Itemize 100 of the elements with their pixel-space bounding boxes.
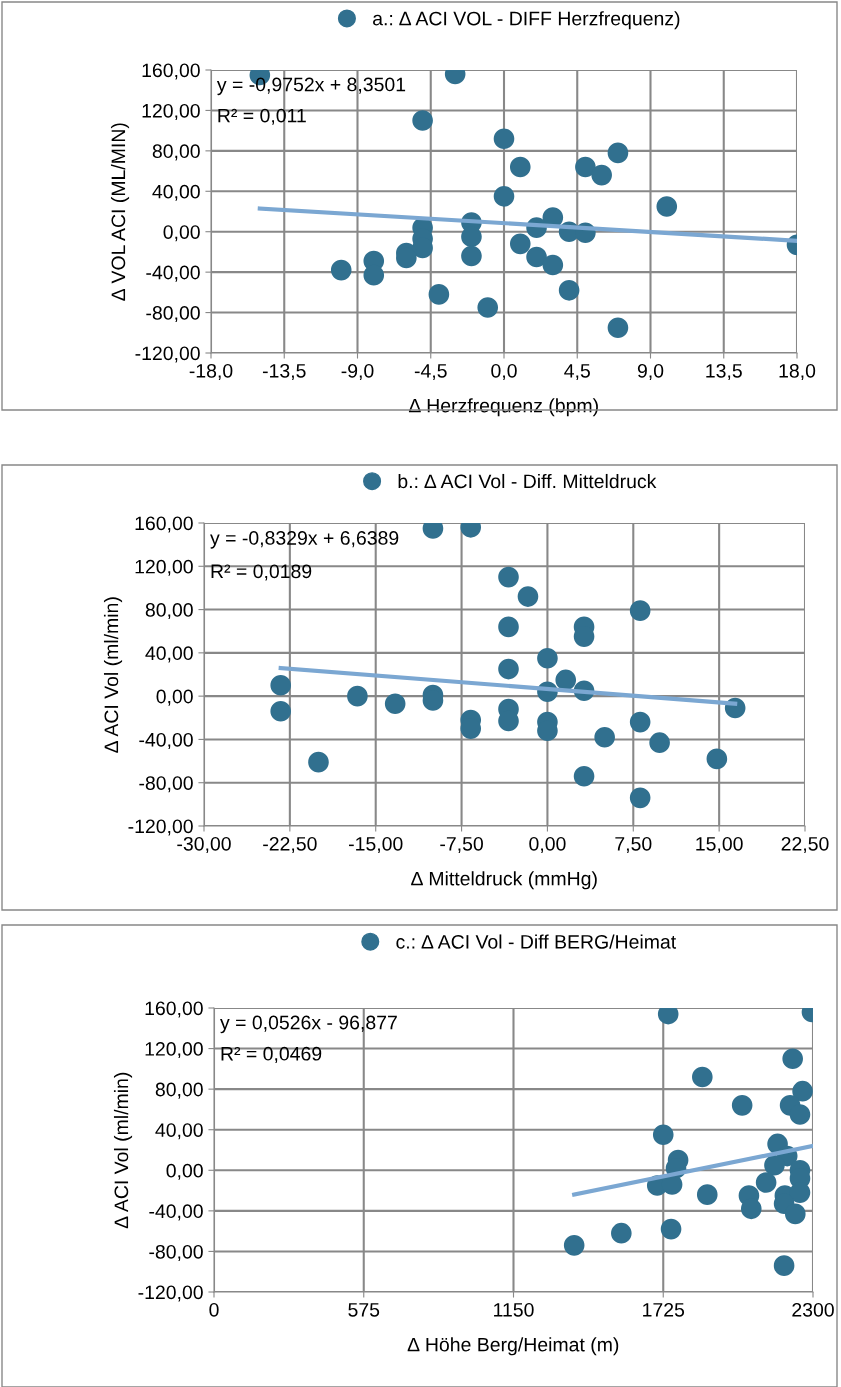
legend-label: b.: ∆ ACI Vol - Diff. Mitteldruck	[398, 473, 657, 489]
annotation: R² = 0,011	[218, 108, 306, 125]
point	[461, 245, 482, 267]
y-tick-label: -80,00	[139, 776, 193, 793]
annotation: R² = 0,0469	[221, 1046, 322, 1063]
y-tick-label: 80,00	[155, 1082, 203, 1099]
point	[384, 693, 406, 715]
point	[308, 751, 329, 773]
x-tick-label: 2300	[792, 1302, 834, 1317]
annotation: R² = 0,0189	[211, 564, 312, 581]
x-tick-label: 7,50	[615, 836, 652, 853]
point	[692, 1066, 713, 1088]
y-tick-label: 0,00	[166, 1163, 203, 1180]
x-tick-label: 18,0	[779, 363, 816, 380]
y-tick-label: -80,00	[146, 306, 200, 323]
point	[509, 156, 531, 178]
point	[782, 1048, 803, 1070]
y-tick-label: 40,00	[155, 1123, 203, 1140]
y-tick-label: 80,00	[152, 144, 200, 161]
y-tick-label: 160,00	[142, 63, 200, 80]
point	[575, 156, 596, 178]
point	[611, 1222, 632, 1244]
point	[526, 246, 547, 268]
y-axis-title: ∆ ACI Vol (ml/min)	[103, 597, 123, 753]
point	[649, 732, 670, 753]
x-axis-title: ∆ Herzfrequenz (bpm)	[408, 398, 598, 417]
point	[477, 297, 499, 318]
legend-label: a.: ∆ ACI VOL - DIFF Herzfrequenz)	[373, 11, 680, 30]
point	[498, 658, 519, 680]
y-tick-label: -40,00	[139, 732, 193, 749]
y-tick-label: 120,00	[135, 559, 193, 576]
x-tick-label: -9,0	[341, 363, 374, 380]
x-tick-label: 0,00	[529, 836, 566, 853]
point	[498, 566, 519, 588]
point	[755, 1172, 777, 1193]
point	[537, 647, 558, 669]
annotation: y = -0,8329x + 6,6389	[210, 531, 399, 549]
point	[517, 586, 539, 607]
y-tick-label: 80,00	[145, 603, 193, 620]
point	[706, 748, 728, 770]
point	[493, 128, 515, 150]
x-tick-label: -30,00	[177, 836, 231, 853]
x-tick-label: 1725	[643, 1302, 685, 1317]
point	[696, 1184, 718, 1205]
point	[461, 226, 482, 248]
point	[661, 1174, 683, 1195]
x-tick-label: 4,5	[564, 364, 590, 380]
x-tick-label: -4,5	[414, 364, 447, 380]
y-tick-label: 160,00	[145, 1001, 203, 1018]
x-tick-label: 15,00	[696, 836, 743, 853]
point	[594, 726, 615, 748]
y-tick-label: 0,00	[156, 689, 193, 706]
point	[740, 1198, 762, 1220]
point	[764, 1154, 785, 1176]
x-tick-label: -13,5	[262, 363, 306, 380]
point	[347, 685, 368, 707]
y-axis-title: ∆ VOL ACI (ML/MIN)	[110, 123, 130, 301]
point	[789, 1182, 811, 1203]
x-axis-title: ∆ Höhe Berg/Heimat (m)	[407, 1337, 619, 1356]
y-tick-label: 120,00	[142, 103, 200, 120]
y-tick-label: -120,00	[138, 1285, 203, 1302]
point	[784, 1203, 806, 1225]
point	[591, 164, 612, 186]
y-tick-label: -120,00	[128, 819, 193, 836]
point	[660, 1218, 682, 1240]
x-tick-label: 0	[209, 1302, 219, 1317]
point	[607, 142, 629, 164]
x-tick-label: 22,50	[781, 836, 829, 853]
point	[731, 1095, 753, 1116]
point	[330, 259, 352, 281]
x-tick-label: -22,50	[263, 836, 317, 853]
point	[555, 669, 577, 691]
y-tick-label: 40,00	[152, 184, 200, 201]
y-tick-label: 120,00	[145, 1042, 203, 1059]
x-tick-label: -18,0	[189, 363, 233, 380]
annotation: y = -0,9752x + 8,3501	[216, 77, 406, 96]
point	[629, 711, 651, 733]
point	[652, 1124, 674, 1146]
point	[270, 700, 291, 722]
y-tick-label: -120,00	[135, 346, 200, 363]
point	[573, 765, 595, 787]
point	[789, 1104, 811, 1125]
point	[656, 196, 678, 217]
point	[412, 110, 433, 131]
point	[563, 1235, 585, 1256]
point	[270, 675, 291, 696]
annotation: y = 0,0526x - 96,877	[220, 1015, 397, 1034]
point	[629, 600, 651, 621]
x-axis-title: ∆ Mitteldruck (mmHg)	[411, 871, 597, 890]
x-tick-label: 13,5	[706, 363, 742, 380]
y-tick-label: 160,00	[135, 516, 193, 533]
point	[542, 254, 564, 276]
y-tick-label: 40,00	[145, 646, 193, 663]
x-tick-label: 9,0	[637, 363, 664, 380]
y-tick-label: -80,00	[149, 1244, 203, 1261]
point	[607, 317, 629, 339]
y-tick-label: -40,00	[149, 1204, 203, 1221]
y-axis-title: ∆ ACI Vol (ml/min)	[113, 1072, 133, 1229]
point	[428, 284, 450, 305]
x-tick-label: 575	[348, 1303, 380, 1317]
